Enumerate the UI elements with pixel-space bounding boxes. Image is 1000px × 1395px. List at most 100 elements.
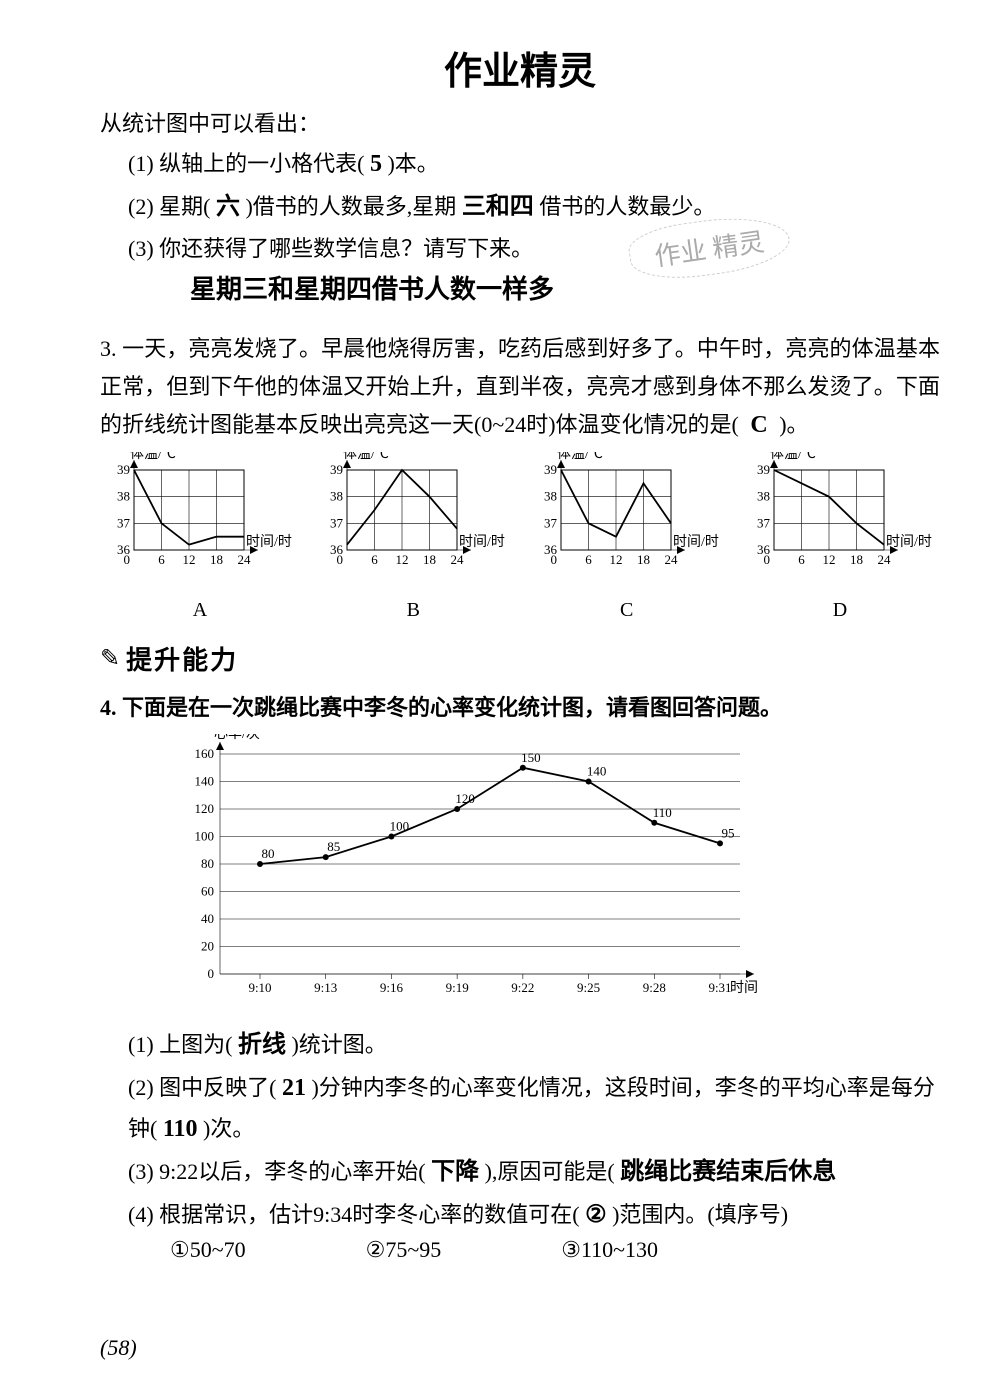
svg-text:39: 39 — [757, 462, 770, 477]
option-1: ①50~70 — [170, 1237, 246, 1263]
svg-text:0: 0 — [208, 966, 215, 981]
svg-text:体温/℃: 体温/℃ — [770, 452, 816, 462]
svg-text:0: 0 — [337, 552, 344, 567]
svg-text:9:13: 9:13 — [314, 980, 337, 995]
svg-text:9:22: 9:22 — [511, 980, 534, 995]
svg-text:20: 20 — [201, 939, 214, 954]
svg-text:18: 18 — [210, 552, 223, 567]
ability-text: 提升能力 — [126, 640, 238, 677]
svg-text:95: 95 — [722, 826, 735, 841]
svg-text:0: 0 — [763, 552, 770, 567]
svg-text:140: 140 — [587, 764, 607, 779]
q2-mid: )借书的人数最多,星期 — [245, 194, 456, 219]
q4-3-line: (3) 9:22以后，李冬的心率开始( 下降 ),原因可能是( 跳绳比赛结束后休… — [100, 1152, 940, 1193]
q4-2-answer-1: 21 — [282, 1075, 306, 1101]
svg-text:6: 6 — [798, 552, 805, 567]
svg-text:12: 12 — [183, 552, 196, 567]
p3-suffix: )。 — [779, 412, 808, 437]
p3-num: 3. — [100, 336, 117, 361]
q2-answer-1: 六 — [216, 194, 240, 220]
svg-text:时间/时: 时间/时 — [886, 534, 932, 550]
svg-text:24: 24 — [664, 552, 678, 567]
q4-2-line: (2) 图中反映了( 21 )分钟内李冬的心率变化情况，这段时间，李冬的平均心率… — [100, 1068, 940, 1150]
mini-charts-row: 3637383906121824体温/℃时间/时A363738390612182… — [100, 452, 940, 622]
pencil-icon: ✎ — [100, 644, 120, 673]
svg-text:18: 18 — [423, 552, 436, 567]
mini-chart-label: A — [100, 599, 300, 622]
q3-prompt: (3) 你还获得了哪些数学信息？请写下来。 — [100, 230, 940, 267]
svg-text:9:19: 9:19 — [446, 980, 469, 995]
svg-text:80: 80 — [201, 856, 214, 871]
svg-text:37: 37 — [117, 515, 131, 530]
svg-text:40: 40 — [201, 911, 214, 926]
q4-4-suffix: )范围内。(填序号) — [612, 1202, 788, 1227]
q4-4-options: ①50~70 ②75~95 ③110~130 — [100, 1237, 940, 1263]
svg-text:12: 12 — [396, 552, 409, 567]
q1-answer: 5 — [370, 151, 382, 177]
svg-text:160: 160 — [195, 746, 215, 761]
mini-chart-label: D — [740, 599, 940, 622]
svg-text:12: 12 — [609, 552, 622, 567]
svg-text:39: 39 — [330, 462, 343, 477]
svg-text:38: 38 — [330, 489, 343, 504]
q1-line: (1) 纵轴上的一小格代表( 5 )本。 — [100, 144, 940, 185]
mini-chart-B: 3637383906121824体温/℃时间/时B — [313, 452, 513, 622]
svg-text:60: 60 — [201, 884, 214, 899]
svg-text:6: 6 — [158, 552, 165, 567]
page-number-value: 58 — [107, 1335, 129, 1360]
svg-text:18: 18 — [637, 552, 650, 567]
q4-4-line: (4) 根据常识，估计9:34时李冬心率的数值可在( ② )范围内。(填序号) — [100, 1195, 940, 1236]
option-2: ②75~95 — [366, 1237, 442, 1263]
svg-text:39: 39 — [544, 462, 557, 477]
p3-body: 一天，亮亮发烧了。早晨他烧得厉害，吃药后感到好多了。中午时，亮亮的体温基本正常，… — [100, 336, 940, 437]
svg-text:80: 80 — [262, 846, 275, 861]
mini-chart-A: 3637383906121824体温/℃时间/时A — [100, 452, 300, 622]
p4-title: 下面是在一次跳绳比赛中李冬的心率变化统计图，请看图回答问题。 — [122, 695, 782, 720]
q4-2-answer-2: 110 — [163, 1116, 198, 1142]
svg-text:100: 100 — [390, 819, 410, 834]
svg-text:100: 100 — [195, 829, 215, 844]
svg-text:9:28: 9:28 — [643, 980, 666, 995]
q4-4-answer: ② — [585, 1202, 607, 1228]
svg-text:心率/次: 心率/次 — [214, 734, 260, 742]
svg-text:时间: 时间 — [730, 980, 758, 996]
q1-prefix: (1) 纵轴上的一小格代表( — [128, 151, 364, 176]
svg-text:9:31: 9:31 — [708, 980, 731, 995]
intro-text: 从统计图中可以看出： — [100, 105, 940, 142]
p4-num: 4. — [100, 695, 117, 720]
svg-text:120: 120 — [455, 791, 475, 806]
svg-text:0: 0 — [550, 552, 557, 567]
q4-4-prefix: (4) 根据常识，估计9:34时李冬心率的数值可在( — [128, 1202, 580, 1227]
svg-text:体温/℃: 体温/℃ — [130, 452, 176, 462]
q3-answer: 星期三和星期四借书人数一样多 — [100, 269, 940, 306]
page-number: (58) — [100, 1335, 137, 1361]
ability-section: ✎ 提升能力 — [100, 640, 940, 677]
mini-chart-D: 3637383906121824体温/℃时间/时D — [740, 452, 940, 622]
svg-text:37: 37 — [757, 515, 771, 530]
svg-text:9:10: 9:10 — [248, 980, 271, 995]
svg-text:6: 6 — [585, 552, 592, 567]
q4-3-prefix: (3) 9:22以后，李冬的心率开始( — [128, 1159, 426, 1184]
q2-prefix: (2) 星期( — [128, 194, 210, 219]
svg-text:24: 24 — [238, 552, 252, 567]
q4-3-mid: ),原因可能是( — [485, 1159, 615, 1184]
svg-text:38: 38 — [544, 489, 557, 504]
svg-text:时间/时: 时间/时 — [246, 534, 292, 550]
problem-4: 4. 下面是在一次跳绳比赛中李冬的心率变化统计图，请看图回答问题。 0 20 40 6… — [100, 689, 940, 1263]
q4-1-answer: 折线 — [238, 1032, 286, 1058]
svg-text:体温/℃: 体温/℃ — [343, 452, 389, 462]
svg-text:时间/时: 时间/时 — [673, 534, 719, 550]
svg-text:0: 0 — [124, 552, 131, 567]
q4-3-answer-1: 下降 — [431, 1159, 479, 1185]
q4-1-line: (1) 上图为( 折线 )统计图。 — [100, 1025, 940, 1066]
q4-2-prefix: (2) 图中反映了( — [128, 1075, 276, 1100]
problem-3: 3. 一天，亮亮发烧了。早晨他烧得厉害，吃药后感到好多了。中午时，亮亮的体温基本… — [100, 330, 940, 622]
q2-suffix: 借书的人数最少。 — [539, 194, 715, 219]
mini-chart-C: 3637383906121824体温/℃时间/时C — [527, 452, 727, 622]
svg-text:12: 12 — [822, 552, 835, 567]
svg-text:38: 38 — [757, 489, 770, 504]
q2-answer-2: 三和四 — [462, 194, 534, 220]
svg-text:9:16: 9:16 — [380, 980, 404, 995]
p3-answer: C — [744, 412, 773, 438]
svg-text:24: 24 — [451, 552, 465, 567]
